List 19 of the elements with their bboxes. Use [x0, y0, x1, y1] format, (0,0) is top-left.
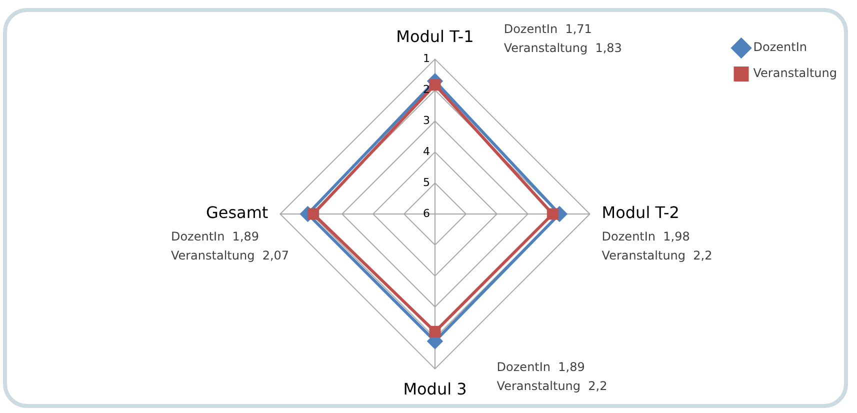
spoke-label: Modul 3 [403, 380, 467, 399]
spoke-label: Modul T-2 [602, 203, 680, 222]
spoke-label: Modul T-1 [396, 26, 474, 46]
text: DozentIn 1,98 [602, 230, 690, 244]
spoke-label: Gesamt [206, 203, 268, 222]
text: DozentIn 1,71 [504, 22, 592, 36]
y-tick-label: 5 [423, 176, 430, 189]
text: Veranstaltung 2,2 [602, 248, 712, 263]
text: DozentIn 1,89 [496, 360, 585, 374]
legend-label: Veranstaltung [753, 66, 838, 80]
text: Veranstaltung 2,07 [170, 248, 290, 263]
text: Veranstaltung 1,83 [504, 41, 622, 56]
y-tick-label: 3 [423, 114, 430, 127]
legend-label: DozentIn [753, 40, 807, 54]
text: Veranstaltung 2,2 [496, 378, 608, 393]
y-tick-label: 6 [423, 206, 430, 220]
y-tick-label: 1 [423, 52, 430, 66]
y-tick-label: 4 [423, 144, 430, 158]
text: DozentIn 1,89 [170, 230, 260, 244]
